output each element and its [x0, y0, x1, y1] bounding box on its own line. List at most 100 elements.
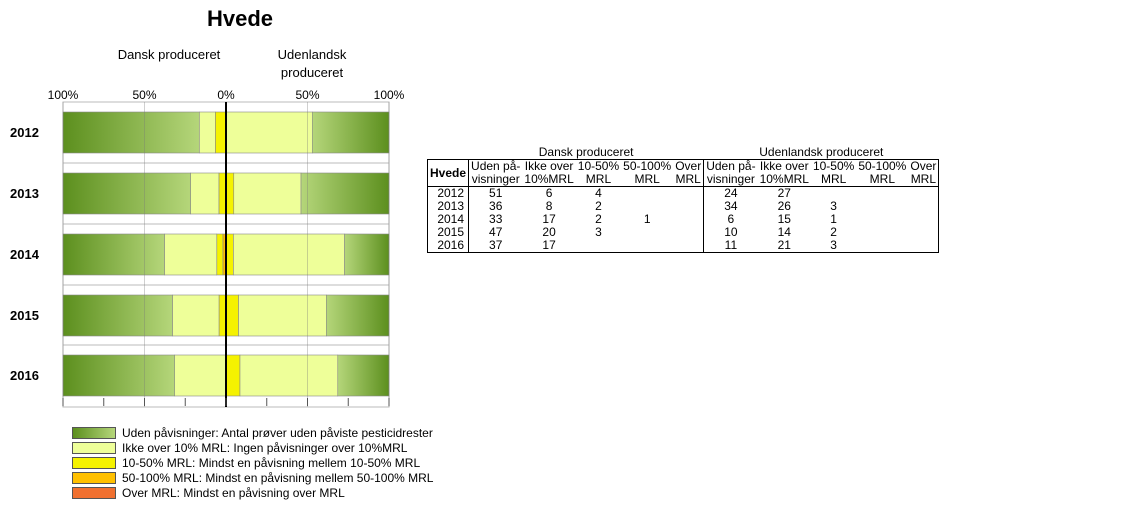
table-column-header: 10-50% — [575, 159, 622, 173]
table-cell — [908, 239, 940, 253]
category-label: 2013 — [10, 186, 39, 201]
table-cell: 47 — [468, 226, 523, 239]
table-column-header: visninger — [468, 173, 523, 187]
table-cell: 3 — [595, 225, 602, 239]
table-cell: 1 — [643, 212, 651, 226]
x-tick-label: 100% — [373, 88, 405, 102]
table-column-header: 10-50% — [810, 159, 857, 173]
table-cell — [856, 213, 908, 226]
data-table: Dansk produceret Udenlandsk produceret Hve… — [426, 146, 940, 253]
legend-item: Over MRL: Mindst en påvisning over MRL — [72, 485, 433, 500]
x-tick-label: 0% — [217, 88, 235, 102]
x-tick-label: 50% — [132, 88, 157, 102]
table-cell — [673, 200, 704, 213]
bar-segment-dansk — [174, 354, 227, 397]
bar-segment-udenlandsk — [300, 172, 390, 215]
table-cell: 36 — [468, 200, 523, 213]
table-column-header: MRL — [810, 173, 857, 187]
bar-segment-udenlandsk — [233, 172, 302, 215]
table-column-header: Over — [908, 159, 940, 173]
table-column-header: 10%MRL — [757, 172, 811, 187]
table-cell: 1 — [830, 212, 837, 226]
table-cell: 21 — [757, 239, 811, 253]
legend-label: 10-50% MRL: Mindst en påvisning mellem 1… — [122, 455, 421, 470]
table-row: 2013 36 8 2 34 26 3 — [426, 199, 940, 213]
bar-segment-dansk — [62, 111, 200, 154]
table-cell — [673, 239, 704, 253]
table-column-header: MRL — [856, 173, 909, 187]
table-column-header: 50-100% — [621, 159, 674, 173]
category-label: 2015 — [10, 308, 39, 323]
table-year-cell: 2014 — [426, 213, 469, 226]
table-column-header: Uden på- — [468, 159, 523, 173]
table-cell — [856, 239, 909, 253]
table-cell — [811, 187, 856, 201]
legend-item: 10-50% MRL: Mindst en påvisning mellem 1… — [72, 455, 433, 470]
udenlandsk-column-label: Udenlandsk produceret — [277, 47, 347, 80]
bar-segment-dansk — [62, 172, 191, 215]
table-row: 2014 33 17 2 1 6 15 1 — [426, 212, 940, 226]
bar-segment-udenlandsk — [233, 233, 345, 276]
bar-segment-udenlandsk — [239, 354, 339, 397]
table-cell: 15 — [777, 212, 791, 226]
table-row: 2015 47 20 3 10 14 2 — [426, 225, 940, 239]
bar-segment-dansk — [164, 233, 218, 276]
table-cell: 2 — [830, 225, 837, 239]
table-cell: 2 — [595, 212, 602, 226]
bar-segment-udenlandsk — [238, 294, 327, 337]
table-cell — [673, 187, 704, 201]
table-column-header: MRL — [621, 173, 674, 187]
table-cell — [908, 200, 940, 213]
bar-segment-dansk — [172, 294, 220, 337]
table-cell — [575, 239, 622, 253]
table-year-cell: 2012 — [426, 186, 469, 200]
bar-segment-dansk — [218, 172, 227, 215]
bar-segment-udenlandsk — [225, 233, 234, 276]
table-cell — [673, 213, 704, 226]
table-cell: 51 — [468, 186, 523, 200]
table-cell — [908, 226, 940, 239]
table-cell: 27 — [777, 186, 791, 200]
legend: Uden påvisninger: Antal prøver uden påvi… — [72, 425, 433, 500]
bar-segment-dansk — [216, 233, 224, 276]
bar-segment-dansk — [62, 294, 173, 337]
x-tick-label: 50% — [295, 88, 320, 102]
category-label: 2016 — [10, 368, 39, 383]
bar-segment-udenlandsk — [225, 172, 235, 215]
table-cell — [621, 239, 674, 253]
table-cell — [621, 226, 673, 239]
table-column-header: MRL — [673, 173, 704, 187]
table-cell — [908, 186, 940, 200]
table-cell: 24 — [703, 186, 758, 200]
bar-segment-udenlandsk — [311, 111, 390, 154]
bar-segment-dansk — [218, 294, 227, 337]
table-cell: 11 — [703, 239, 758, 253]
table-cell: 37 — [468, 239, 523, 253]
table-column-header: Ikke over — [757, 159, 811, 173]
table-cell: 26 — [777, 199, 791, 213]
table-cell — [621, 187, 673, 201]
table-cell — [856, 226, 908, 239]
table-year-cell: 2016 — [426, 239, 469, 253]
table-cell: 20 — [542, 225, 556, 239]
table-row: 2016 37 17 11 21 3 — [426, 239, 940, 253]
table-cell: 8 — [545, 199, 553, 213]
table-cell: 3 — [810, 239, 857, 253]
table-cell: 17 — [542, 212, 556, 226]
table-column-header: Uden på- — [703, 159, 758, 173]
legend-item: 50-100% MRL: Mindst en påvisning mellem … — [72, 470, 433, 485]
bar-segment-udenlandsk — [344, 233, 390, 276]
table-cell: 6 — [703, 213, 758, 226]
table-cell — [673, 226, 704, 239]
bar-segment-udenlandsk — [225, 294, 239, 337]
bar-segment-udenlandsk — [225, 354, 241, 397]
bar-segment-udenlandsk — [326, 294, 390, 337]
table-cell: 10 — [703, 226, 758, 239]
table-row: 2012 51 6 4 24 27 — [426, 186, 940, 201]
legend-swatch — [72, 456, 116, 469]
table-column-header: Over — [673, 159, 704, 173]
table-cell: 2 — [595, 199, 602, 213]
table-column-header: MRL — [575, 173, 622, 187]
legend-item: Uden påvisninger: Antal prøver uden påvi… — [72, 425, 433, 440]
category-label: 2012 — [10, 125, 39, 140]
